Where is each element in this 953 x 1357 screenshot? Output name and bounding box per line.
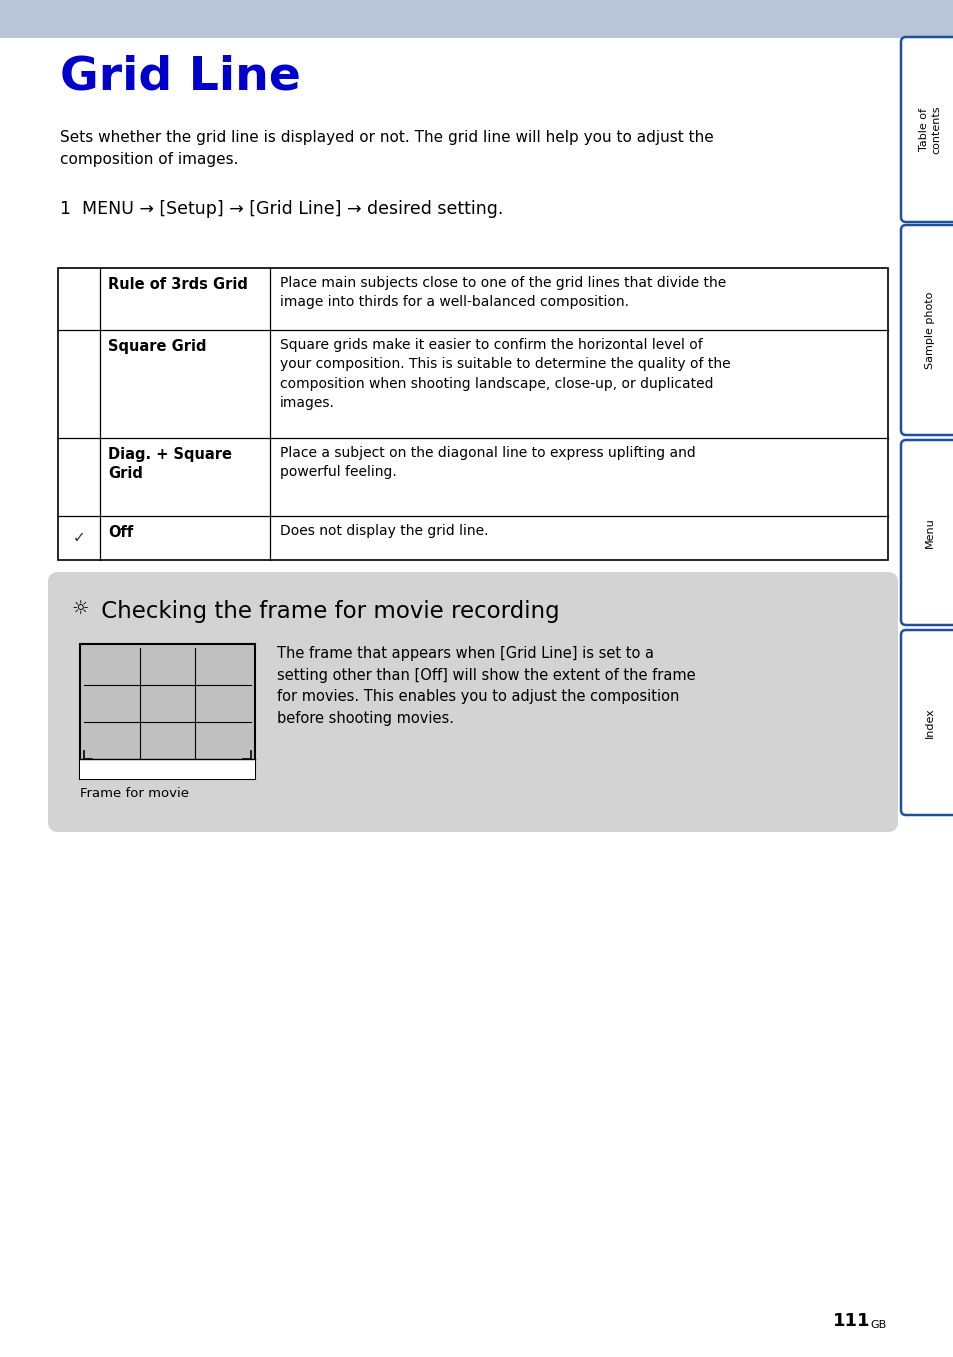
Bar <box>0 0 953 38</box>
Text: 111: 111 <box>832 1312 869 1330</box>
Text: Off: Off <box>108 525 133 540</box>
Text: Menu: Menu <box>924 517 934 548</box>
Text: GB: GB <box>869 1320 885 1330</box>
Bar <box>58 267 887 560</box>
Text: Rule of 3rds Grid: Rule of 3rds Grid <box>108 277 248 292</box>
FancyBboxPatch shape <box>900 225 953 436</box>
Text: Index: Index <box>924 707 934 738</box>
Text: ☼: ☼ <box>71 598 89 617</box>
Text: Does not display the grid line.: Does not display the grid line. <box>280 524 488 537</box>
Bar <box>80 645 254 779</box>
Text: Square Grid: Square Grid <box>108 339 206 354</box>
Text: Frame for movie: Frame for movie <box>80 787 189 801</box>
Text: Place main subjects close to one of the grid lines that divide the
image into th: Place main subjects close to one of the … <box>280 275 725 309</box>
Text: Sample photo: Sample photo <box>924 292 934 369</box>
Text: Place a subject on the diagonal line to express uplifting and
powerful feeling.: Place a subject on the diagonal line to … <box>280 446 695 479</box>
Text: ✓: ✓ <box>72 531 85 546</box>
FancyBboxPatch shape <box>900 440 953 626</box>
Text: Grid Line: Grid Line <box>60 56 300 100</box>
FancyBboxPatch shape <box>48 573 897 832</box>
Text: The frame that appears when [Grid Line] is set to a
setting other than [Off] wil: The frame that appears when [Grid Line] … <box>276 646 695 726</box>
Text: Sets whether the grid line is displayed or not. The grid line will help you to a: Sets whether the grid line is displayed … <box>60 130 713 167</box>
FancyBboxPatch shape <box>900 630 953 816</box>
Text: 1  MENU → [Setup] → [Grid Line] → desired setting.: 1 MENU → [Setup] → [Grid Line] → desired… <box>60 199 503 218</box>
Text: Checking the frame for movie recording: Checking the frame for movie recording <box>94 600 559 623</box>
Text: Table of
contents: Table of contents <box>918 106 941 153</box>
Text: Square grids make it easier to confirm the horizontal level of
your composition.: Square grids make it easier to confirm t… <box>280 338 730 410</box>
Bar <box>80 759 254 779</box>
Text: Diag. + Square
Grid: Diag. + Square Grid <box>108 446 232 482</box>
FancyBboxPatch shape <box>900 37 953 223</box>
